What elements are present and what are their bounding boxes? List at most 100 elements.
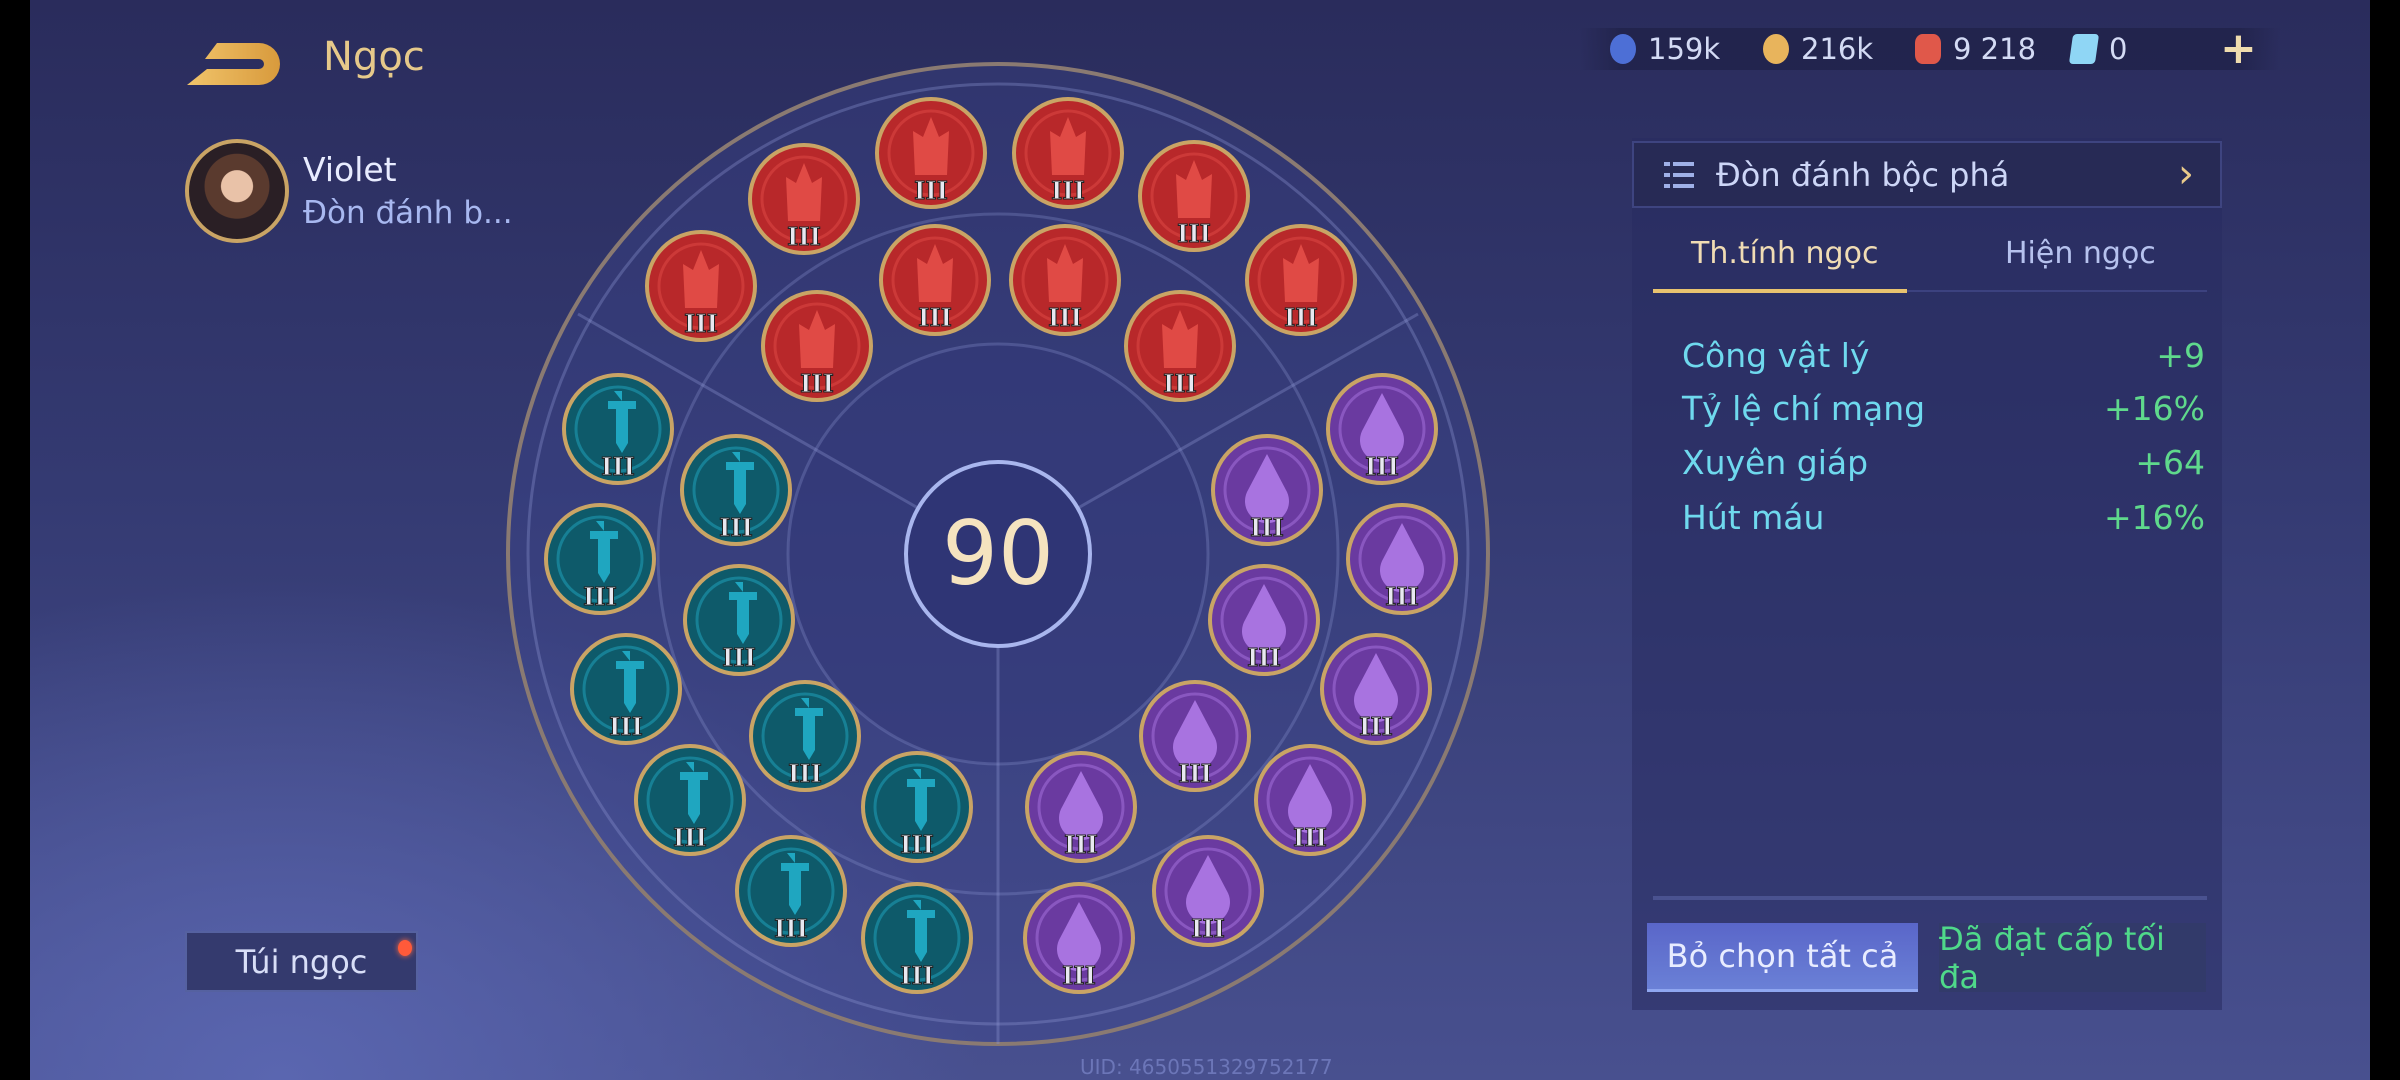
rune-tier: III — [1178, 759, 1212, 788]
notification-dot — [398, 940, 412, 956]
drop-icon — [1242, 584, 1286, 654]
rune-tier: III — [774, 914, 808, 943]
sword-icon — [616, 651, 644, 713]
hero-preset-name: Đòn đánh b... — [303, 195, 513, 231]
rune-tier: III — [1293, 823, 1327, 852]
flame-icon — [1283, 244, 1319, 302]
stat-value: +9 — [2156, 336, 2205, 375]
currency-gold-coin: 216k — [1763, 28, 1873, 70]
add-currency-button[interactable]: + — [2220, 23, 2257, 74]
drop-icon — [1173, 700, 1217, 770]
red-rune-slot[interactable]: III — [1245, 224, 1357, 336]
rune-tier: III — [1250, 513, 1284, 542]
teal-rune-slot[interactable]: III — [570, 633, 682, 745]
drop-icon — [1380, 523, 1424, 593]
red-rune-slot[interactable]: III — [748, 143, 860, 255]
currency-value: 0 — [2109, 32, 2128, 66]
rune-tier: III — [1359, 712, 1393, 741]
purple-rune-slot[interactable]: III — [1025, 751, 1137, 863]
flame-icon — [1050, 117, 1086, 175]
rune-tier: III — [787, 222, 821, 251]
purple-rune-slot[interactable]: III — [1152, 835, 1264, 947]
rune-screen: 90 III III III III III III III III III III III III I… — [30, 0, 2370, 1080]
purple-rune-slot[interactable]: III — [1023, 882, 1135, 994]
currency-bar: 159k 216k 9 218 0 + — [1580, 23, 2280, 74]
stat-label: Tỷ lệ chí mạng — [1682, 389, 1926, 428]
currency-red-gem: 9 218 — [1915, 28, 2036, 70]
purple-rune-slot[interactable]: III — [1254, 744, 1366, 856]
rune-tier: III — [1191, 914, 1225, 943]
active-tab-indicator — [1653, 289, 1907, 293]
rune-tier: III — [673, 823, 707, 852]
back-arrow-icon[interactable] — [187, 43, 282, 85]
rune-tier: III — [1163, 369, 1197, 398]
preset-selector[interactable]: Đòn đánh bộc phá › — [1632, 141, 2222, 208]
rune-tier: III — [1062, 961, 1096, 990]
rune-tier: III — [900, 961, 934, 990]
tab-show-runes[interactable]: Hiện ngọc — [2005, 236, 2156, 271]
purple-rune-slot[interactable]: III — [1320, 633, 1432, 745]
stat-label: Công vật lý — [1682, 336, 1870, 375]
deselect-all-button[interactable]: Bỏ chọn tất cả — [1647, 923, 1918, 992]
red-rune-slot[interactable]: III — [1009, 224, 1121, 336]
level-circle — [904, 460, 1092, 648]
rune-tier: III — [583, 582, 617, 611]
chevron-right-icon: › — [2178, 151, 2194, 197]
flame-icon — [683, 250, 719, 308]
rune-tier: III — [918, 303, 952, 332]
currency-value: 9 218 — [1953, 32, 2037, 66]
flame-icon — [1047, 244, 1083, 302]
teal-rune-slot[interactable]: III — [735, 835, 847, 947]
teal-rune-slot[interactable]: III — [634, 744, 746, 856]
drop-icon — [1186, 855, 1230, 925]
rune-tier: III — [684, 309, 718, 338]
currency-value: 216k — [1801, 32, 1874, 66]
stat-value: +16% — [2104, 389, 2205, 428]
sword-icon — [590, 521, 618, 583]
red-rune-slot[interactable]: III — [1012, 97, 1124, 209]
stat-row: Xuyên giáp +64 — [1682, 443, 2205, 482]
teal-rune-slot[interactable]: III — [680, 434, 792, 546]
rune-bag-button[interactable]: Túi ngọc — [185, 931, 418, 992]
red-rune-slot[interactable]: III — [645, 230, 757, 342]
purple-rune-slot[interactable]: III — [1208, 564, 1320, 676]
currency-card: 0 — [2068, 28, 2128, 70]
page-title: Ngọc — [323, 34, 425, 80]
stat-label: Hút máu — [1682, 498, 1825, 537]
red-gem-icon — [1915, 34, 1941, 64]
teal-rune-slot[interactable]: III — [861, 751, 973, 863]
purple-rune-slot[interactable]: III — [1139, 680, 1251, 792]
teal-rune-slot[interactable]: III — [683, 564, 795, 676]
teal-rune-slot[interactable]: III — [749, 680, 861, 792]
purple-rune-slot[interactable]: III — [1211, 434, 1323, 546]
rune-tier: III — [1177, 219, 1211, 248]
rune-tier: III — [900, 830, 934, 859]
purple-rune-slot[interactable]: III — [1346, 503, 1458, 615]
sword-icon — [726, 452, 754, 514]
rune-tier: III — [1247, 643, 1281, 672]
sword-icon — [680, 762, 708, 824]
red-rune-slot[interactable]: III — [879, 224, 991, 336]
teal-rune-slot[interactable]: III — [544, 503, 656, 615]
rune-board: 90 III III III III III III III III III III III III I… — [506, 62, 1490, 1046]
red-rune-slot[interactable]: III — [875, 97, 987, 209]
sword-icon — [907, 900, 935, 962]
red-rune-slot[interactable]: III — [761, 290, 873, 402]
sword-icon — [608, 391, 636, 453]
rune-tier: III — [914, 176, 948, 205]
red-rune-slot[interactable]: III — [1124, 290, 1236, 402]
red-rune-slot[interactable]: III — [1138, 140, 1250, 252]
rune-tier: III — [722, 643, 756, 672]
drop-icon — [1245, 454, 1289, 524]
hero-avatar[interactable] — [185, 139, 289, 243]
stat-row: Hút máu +16% — [1682, 498, 2205, 537]
purple-rune-slot[interactable]: III — [1326, 373, 1438, 485]
rune-tier: III — [800, 369, 834, 398]
stat-row: Tỷ lệ chí mạng +16% — [1682, 389, 2205, 428]
tab-rune-stats[interactable]: Th.tính ngọc — [1691, 236, 1879, 271]
blue-card-icon — [2068, 34, 2100, 64]
teal-rune-slot[interactable]: III — [861, 882, 973, 994]
stats-panel — [1632, 138, 2222, 1010]
flame-icon — [1162, 310, 1198, 368]
teal-rune-slot[interactable]: III — [562, 373, 674, 485]
